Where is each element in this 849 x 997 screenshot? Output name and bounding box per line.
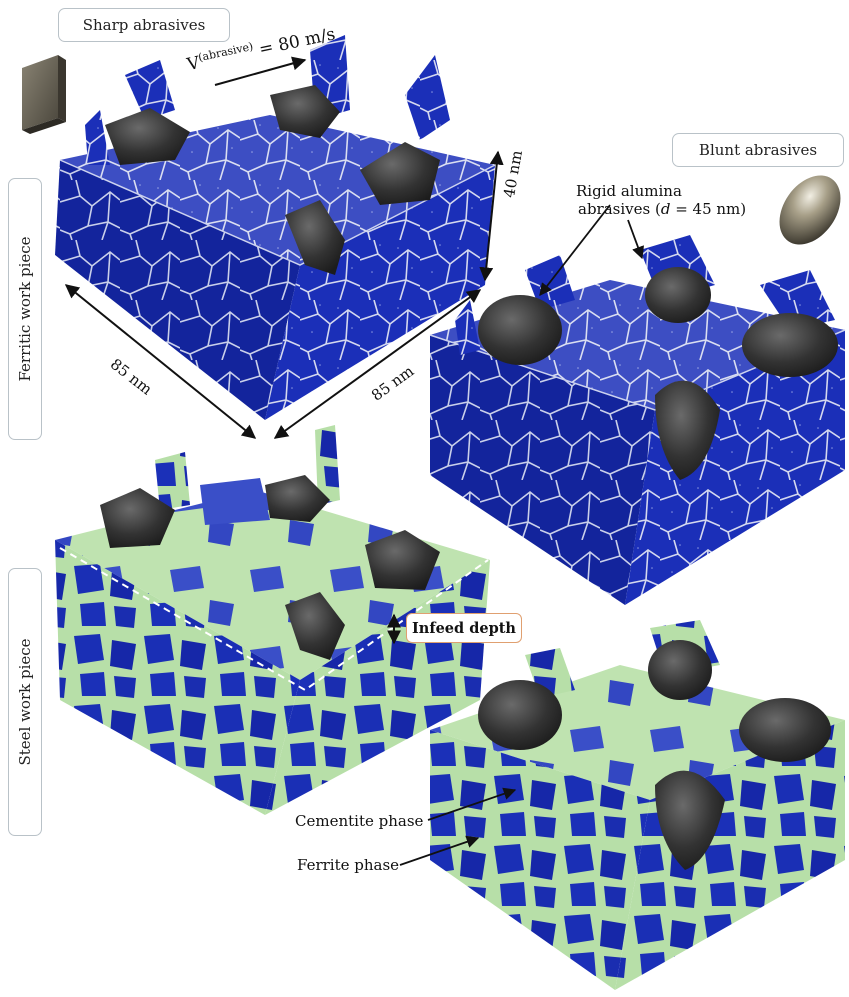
- alumina-pointer-right: [627, 219, 644, 260]
- steel-work-piece-label: Steel work piece: [8, 568, 42, 836]
- dimension-85nm-left-arrow: [64, 284, 257, 439]
- rigid-alumina-prefix: abrasives (: [578, 200, 661, 218]
- rigid-alumina-line1: Rigid alumina: [576, 182, 682, 200]
- ferrite-phase-label: Ferrite phase: [297, 856, 400, 874]
- blunt-abrasive-grain: [645, 267, 711, 323]
- alumina-pointer-left: [539, 204, 611, 296]
- cementite-phase-label: Cementite phase: [295, 812, 424, 830]
- cementite-pointer: [427, 787, 517, 821]
- ferritic-blunt-block: [429, 235, 846, 605]
- sharp-abrasive-grain: [285, 200, 345, 275]
- velocity-arrow: [214, 56, 307, 86]
- steel-blunt-block: [430, 620, 845, 990]
- sharp-abrasive-grain: [270, 85, 340, 138]
- blunt-abrasives-label: Blunt abrasives: [672, 133, 844, 167]
- dimension-85nm-right-arrow: [273, 289, 482, 439]
- infeed-plane-dashed-line: [59, 547, 489, 692]
- infeed-depth-label: Infeed depth: [406, 613, 522, 643]
- ferrite-pointer: [399, 835, 480, 866]
- blunt-abrasive-grain: [478, 295, 562, 365]
- blunt-abrasive-grain: [742, 313, 838, 377]
- sharp-abrasive-grain: [100, 488, 175, 548]
- sharp-abrasive-grain: [360, 142, 440, 205]
- blunt-abrasive-grain: [478, 680, 562, 750]
- blunt-abrasive-grain: [648, 640, 712, 700]
- blunt-abrasive-grain: [655, 380, 720, 480]
- steel-work-piece-text: Steel work piece: [16, 638, 34, 766]
- blunt-abrasive-grain: [655, 770, 725, 870]
- sharp-abrasive-grain: [265, 475, 330, 522]
- sharp-abrasive-grain: [285, 592, 345, 660]
- rigid-alumina-d: d: [660, 200, 671, 218]
- ferritic-work-piece-text: Ferritic work piece: [16, 236, 34, 382]
- blunt-abrasive-icon: [779, 175, 841, 245]
- dimension-40nm-arrow: [479, 150, 504, 282]
- rigid-alumina-suffix: = 45 nm): [670, 200, 747, 218]
- ferritic-work-piece-label: Ferritic work piece: [8, 178, 42, 440]
- sharp-abrasive-grain: [105, 108, 190, 165]
- blunt-abrasive-grain: [739, 698, 831, 762]
- rigid-alumina-line2: abrasives (d = 45 nm): [578, 200, 746, 218]
- sharp-abrasives-label: Sharp abrasives: [58, 8, 230, 42]
- steel-sharp-block: [55, 425, 490, 815]
- sharp-abrasive-grain: [365, 530, 440, 590]
- sharp-abrasive-icon: [22, 55, 66, 134]
